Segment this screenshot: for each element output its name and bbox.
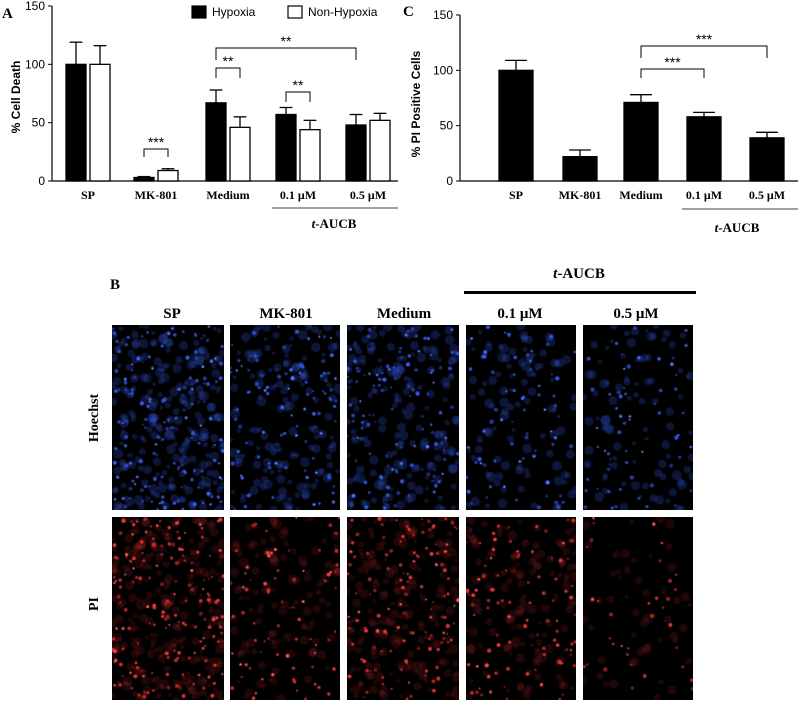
micrograph-hoechst-4 xyxy=(583,325,693,510)
micrograph-hoechst-2 xyxy=(347,325,459,510)
micrograph-pi-1 xyxy=(230,517,340,700)
micrograph-pi-4 xyxy=(583,517,693,700)
micrograph-pi-3 xyxy=(466,517,576,700)
micrograph-hoechst-3 xyxy=(466,325,576,510)
micrograph-hoechst-0 xyxy=(112,325,224,510)
micrograph-pi-2 xyxy=(347,517,459,700)
micrograph-hoechst-1 xyxy=(230,325,340,510)
micrograph-pi-0 xyxy=(112,517,224,700)
